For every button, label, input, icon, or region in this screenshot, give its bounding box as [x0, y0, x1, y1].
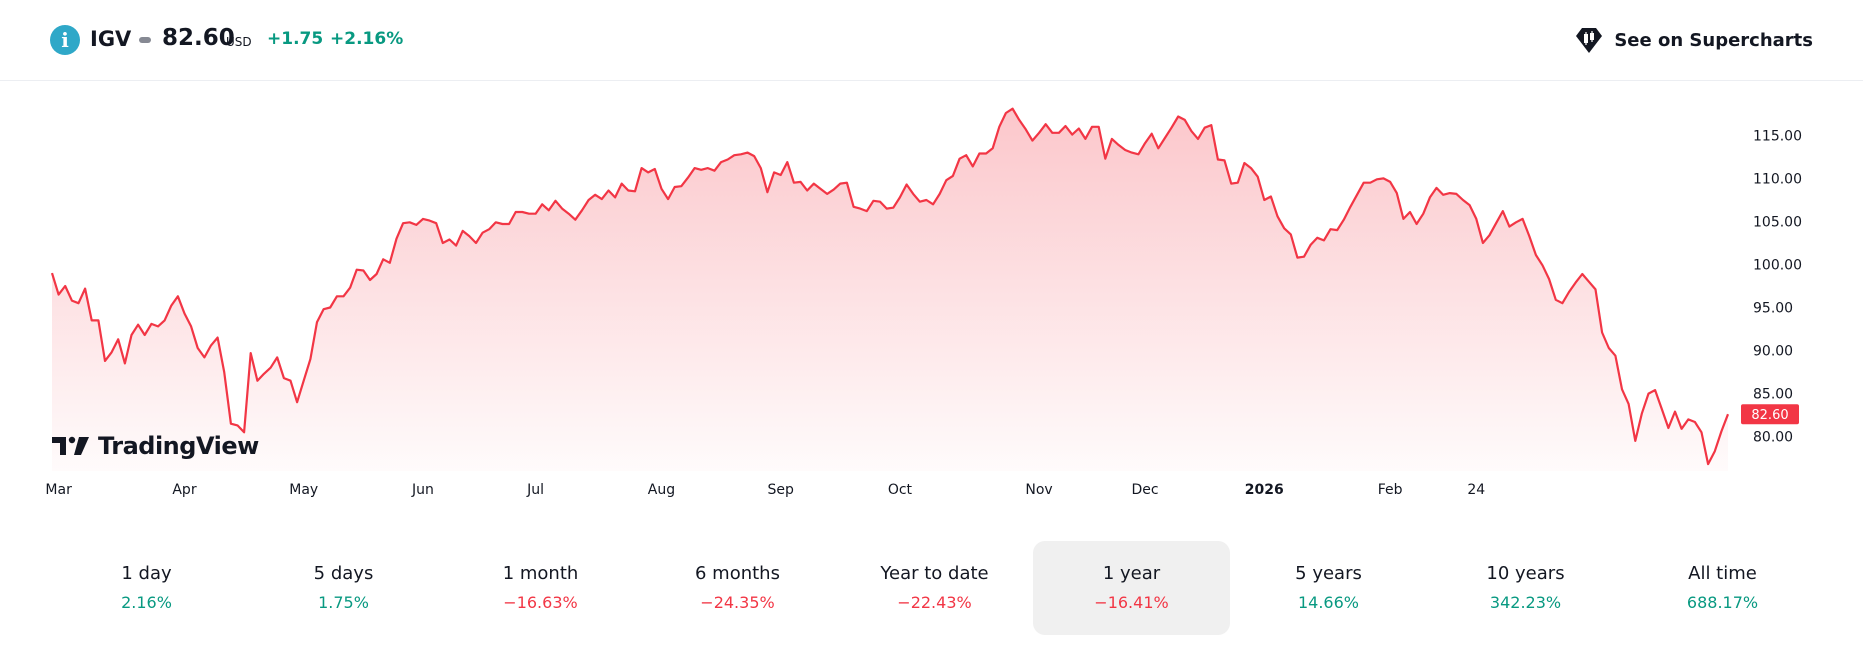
- tradingview-logo[interactable]: TradingView: [52, 432, 259, 460]
- period-tab[interactable]: 6 months −24.35%: [639, 541, 836, 635]
- period-tab[interactable]: All time 688.17%: [1624, 541, 1821, 635]
- supercharts-label: See on Supercharts: [1614, 29, 1813, 51]
- x-axis-tick-label: Apr: [172, 482, 196, 498]
- period-tab[interactable]: 1 year −16.41%: [1033, 541, 1230, 635]
- period-label: 10 years: [1486, 563, 1565, 584]
- period-label: 6 months: [695, 563, 780, 584]
- period-change-value: −16.41%: [1094, 593, 1169, 612]
- y-axis-tick-label: 80.00: [1753, 430, 1793, 446]
- period-tab[interactable]: 1 month −16.63%: [442, 541, 639, 635]
- price-chart[interactable]: 115.00 110.00 105.00 100.00 95.00 90.00 85.00 8…: [0, 81, 1863, 511]
- x-axis-tick-label: 2026: [1245, 482, 1284, 498]
- period-change-value: 2.16%: [121, 593, 172, 612]
- x-axis-tick-label: Dec: [1131, 482, 1158, 498]
- info-icon[interactable]: i: [50, 25, 80, 55]
- period-change-value: 342.23%: [1489, 593, 1562, 612]
- y-axis-tick-label: 100.00: [1753, 257, 1802, 273]
- x-axis-tick-label: Sep: [768, 482, 795, 498]
- price-chart-svg[interactable]: 115.00 110.00 105.00 100.00 95.00 90.00 85.00 8…: [0, 81, 1863, 511]
- x-axis-tick-label: Jun: [411, 482, 434, 498]
- last-price-badge-label: 82.60: [1751, 408, 1788, 423]
- x-axis-tick-label: Aug: [648, 482, 675, 498]
- x-axis-tick-label: Nov: [1025, 482, 1052, 498]
- price-change-absolute: +1.75: [267, 29, 324, 49]
- period-tab[interactable]: Year to date −22.43%: [836, 541, 1033, 635]
- x-axis-tick-label: May: [289, 482, 318, 498]
- y-axis-tick-label: 115.00: [1753, 128, 1802, 144]
- period-tab[interactable]: 10 years 342.23%: [1427, 541, 1624, 635]
- period-label: 1 day: [121, 563, 172, 584]
- period-label: 1 year: [1102, 563, 1161, 584]
- x-axis-tick-label: Jul: [526, 482, 544, 498]
- x-axis-tick-label: Feb: [1378, 482, 1403, 498]
- period-label: 5 years: [1295, 563, 1362, 584]
- period-change-value: −24.35%: [700, 593, 775, 612]
- x-axis-tick-label: 24: [1467, 482, 1485, 498]
- period-change-value: −22.43%: [897, 593, 972, 612]
- y-axis-tick-label: 95.00: [1753, 301, 1793, 317]
- see-on-supercharts-button[interactable]: See on Supercharts: [1574, 22, 1813, 58]
- period-change-value: −16.63%: [503, 593, 578, 612]
- header: i IGV 82.60 USD +1.75 +2.16% See on Supe…: [0, 0, 1863, 81]
- currency-label: USD: [226, 35, 252, 49]
- x-axis-tick-label: Oct: [888, 482, 913, 498]
- tradingview-logo-icon: [52, 436, 89, 455]
- period-change-value: 688.17%: [1686, 593, 1759, 612]
- series-area-fill: [52, 108, 1728, 471]
- period-tab[interactable]: 5 years 14.66%: [1230, 541, 1427, 635]
- y-axis-tick-label: 90.00: [1753, 344, 1793, 360]
- period-label: 1 month: [502, 563, 579, 584]
- y-axis-tick-label: 85.00: [1753, 387, 1793, 403]
- period-label: All time: [1688, 563, 1757, 584]
- last-price-badge: [1741, 404, 1799, 425]
- symbol-ticker[interactable]: IGV: [90, 27, 132, 51]
- market-status-icon: [139, 37, 151, 43]
- period-change-value: 1.75%: [318, 593, 369, 612]
- period-label: 5 days: [313, 563, 374, 584]
- y-axis-tick-label: 110.00: [1753, 171, 1802, 187]
- price-change-percent: +2.16%: [330, 29, 404, 49]
- series-line: [50, 107, 1730, 466]
- x-axis-tick-label: Mar: [45, 482, 72, 498]
- period-label: Year to date: [880, 563, 989, 584]
- period-change-value: 14.66%: [1297, 593, 1359, 612]
- period-selector: 1 day 2.16% 5 days 1.75% 1 month −16.63% 6 mon…: [48, 541, 1821, 635]
- supercharts-icon: [1576, 28, 1603, 53]
- last-price: 82.60: [162, 25, 235, 51]
- period-tab[interactable]: 5 days 1.75%: [245, 541, 442, 635]
- tradingview-logo-text: TradingView: [98, 432, 259, 460]
- y-axis-tick-label: 105.00: [1753, 214, 1802, 230]
- period-tab[interactable]: 1 day 2.16%: [48, 541, 245, 635]
